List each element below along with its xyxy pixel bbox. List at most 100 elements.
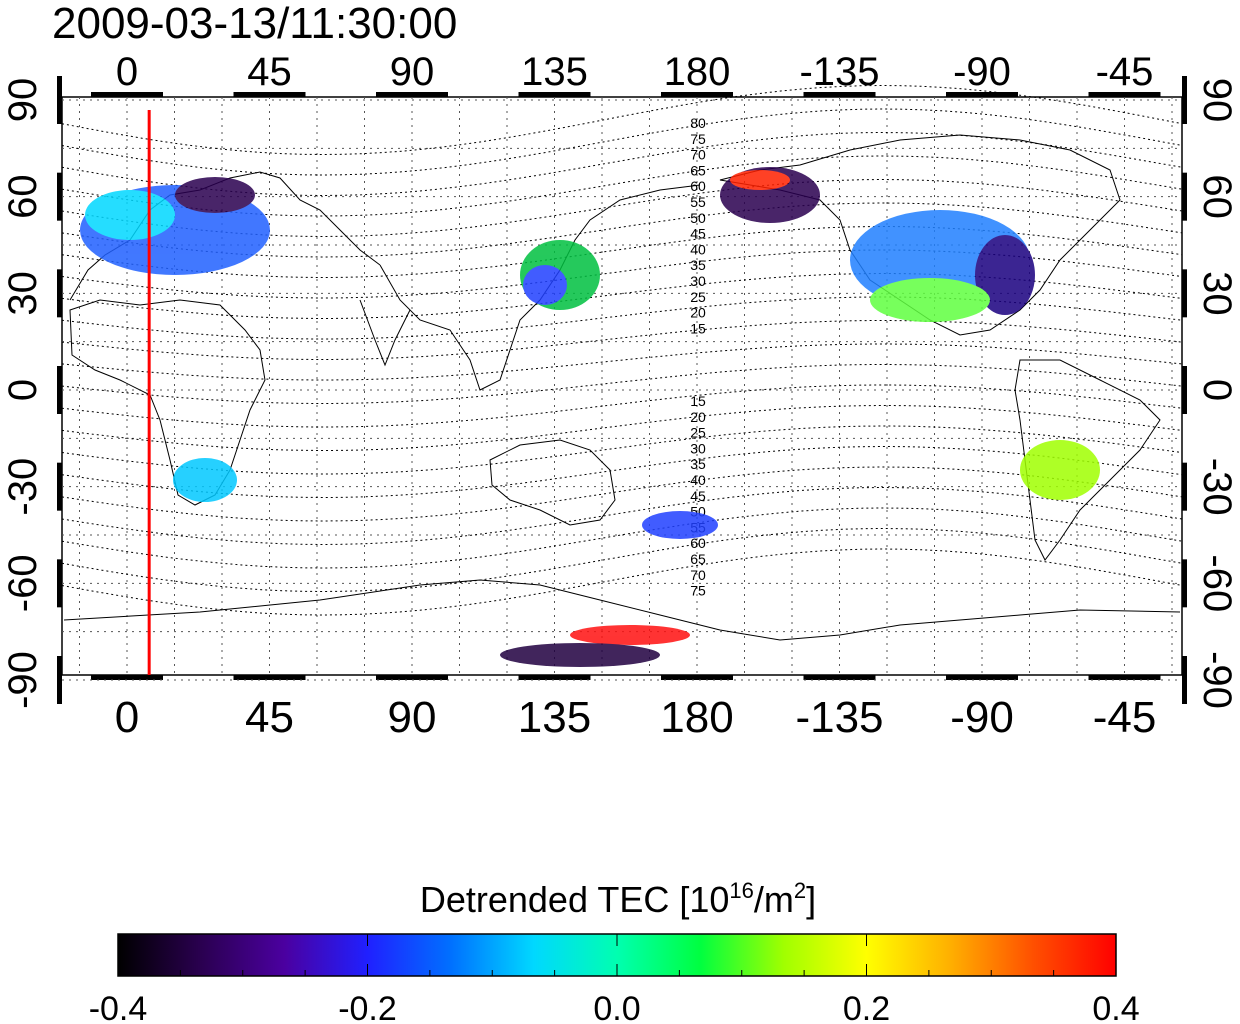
frame-tick-bottom [1088,675,1161,680]
frame-tick-top [803,92,876,97]
contour-line [61,548,1183,616]
frame-tick-top [376,92,448,97]
frame-tick-top [1088,92,1161,97]
tec-patch-antarctica-red [570,625,690,645]
map-title: 2009-03-13/11:30:00 [52,0,457,48]
frame-tick-left [57,656,62,704]
frame-tick-bottom [661,675,733,680]
frame-tick-bottom [233,675,306,680]
contour-label: 40 [690,472,706,488]
bottom-lon-tick-label: 180 [660,693,733,742]
colorbar-tick-label: -0.2 [338,990,397,1024]
colorbar: Detrended TEC [1016/m2] -0.4 -0.2 0.0 0.2 0.… [89,878,1140,1024]
contour-label: 15 [690,320,706,336]
left-lat-tick-label: -60 [1,554,45,612]
tec-patch-antarctica-dark [500,643,660,667]
frame-tick-top [91,92,163,97]
colorbar-tick-label: 0.4 [1092,990,1139,1024]
right-lat-tick-label: 30 [1195,271,1239,316]
right-lat-tick-label: 0 [1195,379,1239,401]
contour-label: 25 [690,289,706,305]
colorbar-tick-label: -0.4 [89,990,148,1024]
right-lat-tick-label: 90 [1195,78,1239,123]
contour-label: 25 [690,425,706,441]
frame-tick-left [57,559,62,608]
frame-tick-bottom [518,675,591,680]
left-lat-tick-label: 60 [1,174,45,219]
tec-data-patches [80,167,1100,667]
tec-patch-north-america-south [870,278,990,322]
top-lon-tick-label: 180 [664,50,731,94]
contour-label: 40 [690,241,706,257]
frame-tick-right [1182,656,1187,704]
bottom-lon-tick-label: 135 [518,693,591,742]
frame-tick-right [1182,559,1187,608]
frame-tick-right [1182,269,1187,318]
contour-label: 70 [690,567,706,583]
top-lon-tick-label: 135 [521,50,588,94]
left-lat-tick-label: -30 [1,458,45,516]
right-latitude-labels: 90 60 30 0 -30 -60 -90 [1195,78,1239,709]
contour-label: 65 [690,551,706,567]
contour-line [61,319,1183,361]
bottom-lon-tick-label: 90 [388,693,437,742]
bottom-lon-tick-label: -135 [795,693,883,742]
contour-label: 70 [690,147,706,163]
frame-tick-bottom [376,675,448,680]
frame-tick-top [518,92,591,97]
bottom-lon-tick-label: -90 [950,693,1014,742]
left-lat-tick-label: 90 [1,78,45,123]
contour-line [61,363,1183,405]
contour-label: 35 [690,257,706,273]
contour-label: 60 [690,535,706,551]
right-lat-tick-label: -30 [1195,458,1239,516]
contour-line [61,84,1183,156]
frame-tick-right [1182,462,1187,511]
contour-label: 55 [690,194,706,210]
tec-patch-south-africa [173,458,237,502]
coastline-asia [379,184,701,391]
contour-label: 15 [690,393,706,409]
contour-line [61,343,1183,381]
magnetic-latitude-contours: 8075706560555045403530252015152025303540… [61,84,1183,616]
right-lat-tick-label: 60 [1195,174,1239,219]
bottom-lon-tick-label: 45 [245,693,294,742]
tec-patch-north-america-east [975,235,1035,315]
contour-label: 30 [690,440,706,456]
contour-label: 30 [690,273,706,289]
contour-line [61,384,1183,428]
tec-patch-europe-edge [85,190,175,240]
top-longitude-labels: 0 45 90 135 180 -135 -90 -45 [116,50,1154,94]
frame-tick-right [1182,76,1187,124]
frame-tick-left [57,462,62,511]
contour-label: 80 [690,115,706,131]
top-lon-tick-label: 90 [390,50,435,94]
tec-patch-alaska-red [730,170,790,190]
contour-label: 35 [690,456,706,472]
left-latitude-labels: 90 60 30 0 -30 -60 -90 [1,78,45,709]
coastline-australia [489,439,616,526]
top-lon-tick-label: -135 [799,50,879,94]
frame-tick-right [1182,172,1187,221]
bottom-longitude-labels: 0 45 90 135 180 -135 -90 -45 [115,693,1157,742]
frame-tick-left [57,366,62,414]
top-lon-tick-label: -45 [1096,50,1154,94]
map-panel: 8075706560555045403530252015152025303540… [57,76,1187,704]
contour-label: 20 [690,409,706,425]
contour-label: 45 [690,226,706,242]
colorbar-tick-label: 0.2 [843,990,890,1024]
tec-patch-new-zealand [642,511,718,539]
left-lat-tick-label: 0 [1,379,45,401]
contour-line [61,108,1183,176]
contour-label: 75 [690,583,706,599]
frame-tick-left [57,172,62,221]
frame-tick-right [1182,366,1187,414]
bottom-lon-tick-label: -45 [1093,693,1157,742]
coastline-south-america [1014,359,1161,561]
tec-patch-japan-core [523,265,567,305]
contour-label: 50 [690,210,706,226]
frame-tick-bottom [91,675,163,680]
contour-label: 60 [690,178,706,194]
frame-tick-left [57,269,62,318]
